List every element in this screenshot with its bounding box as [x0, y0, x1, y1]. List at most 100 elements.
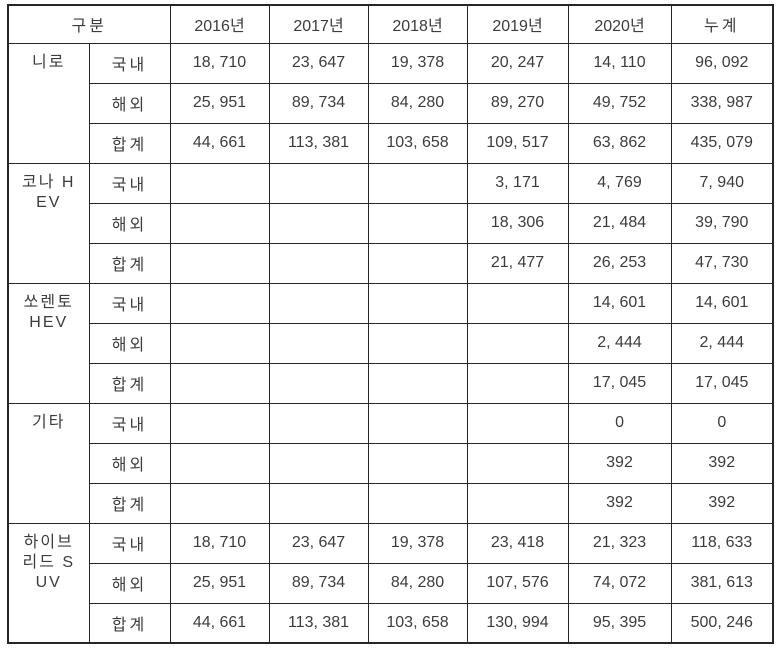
value-cell: 338, 987	[670, 82, 774, 124]
table-row: 코나 HEV 국내 3, 171 4, 769 7, 940	[7, 162, 774, 284]
value-cell	[169, 402, 270, 444]
value-cell	[367, 162, 468, 204]
value-cell: 14, 601	[567, 282, 672, 324]
value-cell	[466, 322, 569, 364]
row-label-cell: 해외	[88, 442, 171, 484]
column-header-3: 2018년	[367, 4, 468, 44]
value-cell: 23, 647	[268, 42, 369, 84]
value-cell: 392	[567, 482, 672, 524]
value-cell: 18, 710	[169, 522, 270, 564]
row-label-cell: 합계	[88, 602, 171, 644]
value-cell: 3, 171	[466, 162, 569, 204]
value-cell: 2, 444	[567, 322, 672, 364]
value-cell: 107, 576	[466, 562, 569, 604]
value-cell: 89, 734	[268, 562, 369, 604]
value-cell	[466, 282, 569, 324]
table-row: 해외 25, 951 89, 734 84, 280 107, 576 74, 072 38…	[8, 562, 774, 604]
value-cell	[169, 442, 270, 484]
value-cell	[367, 442, 468, 484]
value-cell	[169, 202, 270, 244]
table-row: 합계 44, 661 113, 381 103, 658 130, 994 95, 395…	[8, 602, 774, 644]
value-cell: 17, 045	[567, 362, 672, 404]
row-label-cell: 합계	[88, 362, 171, 404]
table-body: 니로 국내 18, 710 23, 647 19, 378 20, 247 14, 110 9…	[7, 42, 774, 644]
value-cell	[268, 242, 369, 284]
value-cell: 21, 477	[466, 242, 569, 284]
value-cell	[268, 202, 369, 244]
value-cell	[268, 282, 369, 324]
row-label-cell: 국내	[88, 522, 171, 564]
row-label-cell: 해외	[88, 562, 171, 604]
value-cell: 26, 253	[567, 242, 672, 284]
value-cell	[367, 202, 468, 244]
value-cell	[367, 402, 468, 444]
value-cell: 74, 072	[567, 562, 672, 604]
value-cell: 130, 994	[466, 602, 569, 644]
table-row: 니로 국내 18, 710 23, 647 19, 378 20, 247 14, 110 9…	[7, 42, 774, 164]
value-cell	[367, 282, 468, 324]
value-cell	[367, 362, 468, 404]
value-cell	[268, 362, 369, 404]
value-cell: 47, 730	[670, 242, 774, 284]
group-name-cell: 기타	[7, 402, 90, 524]
value-cell	[169, 322, 270, 364]
row-label-cell: 합계	[88, 482, 171, 524]
value-cell: 109, 517	[466, 122, 569, 164]
table-row: 기타 국내 0 0	[7, 402, 774, 524]
row-label-cell: 해외	[88, 202, 171, 244]
table-row: 해외 392 392	[8, 442, 774, 484]
value-cell	[169, 162, 270, 204]
value-cell	[367, 242, 468, 284]
group-name-cell: 코나 HEV	[7, 162, 90, 284]
value-cell: 14, 601	[670, 282, 774, 324]
row-label-cell: 해외	[88, 82, 171, 124]
value-cell: 20, 247	[466, 42, 569, 84]
value-cell	[268, 442, 369, 484]
value-cell: 63, 862	[567, 122, 672, 164]
column-header-2: 2017년	[268, 4, 369, 44]
value-cell: 7, 940	[670, 162, 774, 204]
value-cell: 14, 110	[567, 42, 672, 84]
value-cell: 44, 661	[169, 602, 270, 644]
table-row: 합계 44, 661 113, 381 103, 658 109, 517 63, 862…	[8, 122, 774, 164]
value-cell	[268, 162, 369, 204]
value-cell	[466, 402, 569, 444]
header-row: 구분 2016년 2017년 2018년 2019년 2020년 누계	[7, 4, 774, 44]
value-cell	[268, 482, 369, 524]
table-row: 하이브리드 SUV 국내 18, 710 23, 647 19, 378 23, 418 2…	[7, 522, 774, 644]
table-row: 합계 17, 045 17, 045	[8, 362, 774, 404]
value-cell	[466, 482, 569, 524]
value-cell: 500, 246	[670, 602, 774, 644]
value-cell: 392	[670, 482, 774, 524]
value-cell: 44, 661	[169, 122, 270, 164]
value-cell: 19, 378	[367, 42, 468, 84]
row-label-cell: 국내	[88, 162, 171, 204]
row-label-cell: 국내	[88, 402, 171, 444]
group-name-cell: 쏘렌토 HEV	[7, 282, 90, 404]
value-cell	[169, 242, 270, 284]
value-cell: 21, 484	[567, 202, 672, 244]
value-cell: 49, 752	[567, 82, 672, 124]
hybrid-suv-sales-table: 구분 2016년 2017년 2018년 2019년 2020년 누계 니로 국내 18, 71…	[7, 4, 775, 644]
table-row: 해외 25, 951 89, 734 84, 280 89, 270 49, 752 338…	[8, 82, 774, 124]
row-label-cell: 국내	[88, 42, 171, 84]
value-cell	[169, 362, 270, 404]
value-cell: 0	[670, 402, 774, 444]
value-cell	[367, 482, 468, 524]
table-row: 해외 18, 306 21, 484 39, 790	[8, 202, 774, 244]
value-cell: 18, 306	[466, 202, 569, 244]
value-cell: 25, 951	[169, 562, 270, 604]
row-label-cell: 합계	[88, 122, 171, 164]
column-header-6: 누계	[670, 4, 774, 44]
value-cell: 392	[567, 442, 672, 484]
value-cell: 113, 381	[268, 602, 369, 644]
column-header-4: 2019년	[466, 4, 569, 44]
value-cell	[367, 322, 468, 364]
value-cell: 103, 658	[367, 602, 468, 644]
value-cell	[169, 482, 270, 524]
value-cell: 0	[567, 402, 672, 444]
table-row: 쏘렌토 HEV 국내 14, 601 14, 601	[7, 282, 774, 404]
group-name-cell: 니로	[7, 42, 90, 164]
value-cell: 19, 378	[367, 522, 468, 564]
value-cell: 103, 658	[367, 122, 468, 164]
